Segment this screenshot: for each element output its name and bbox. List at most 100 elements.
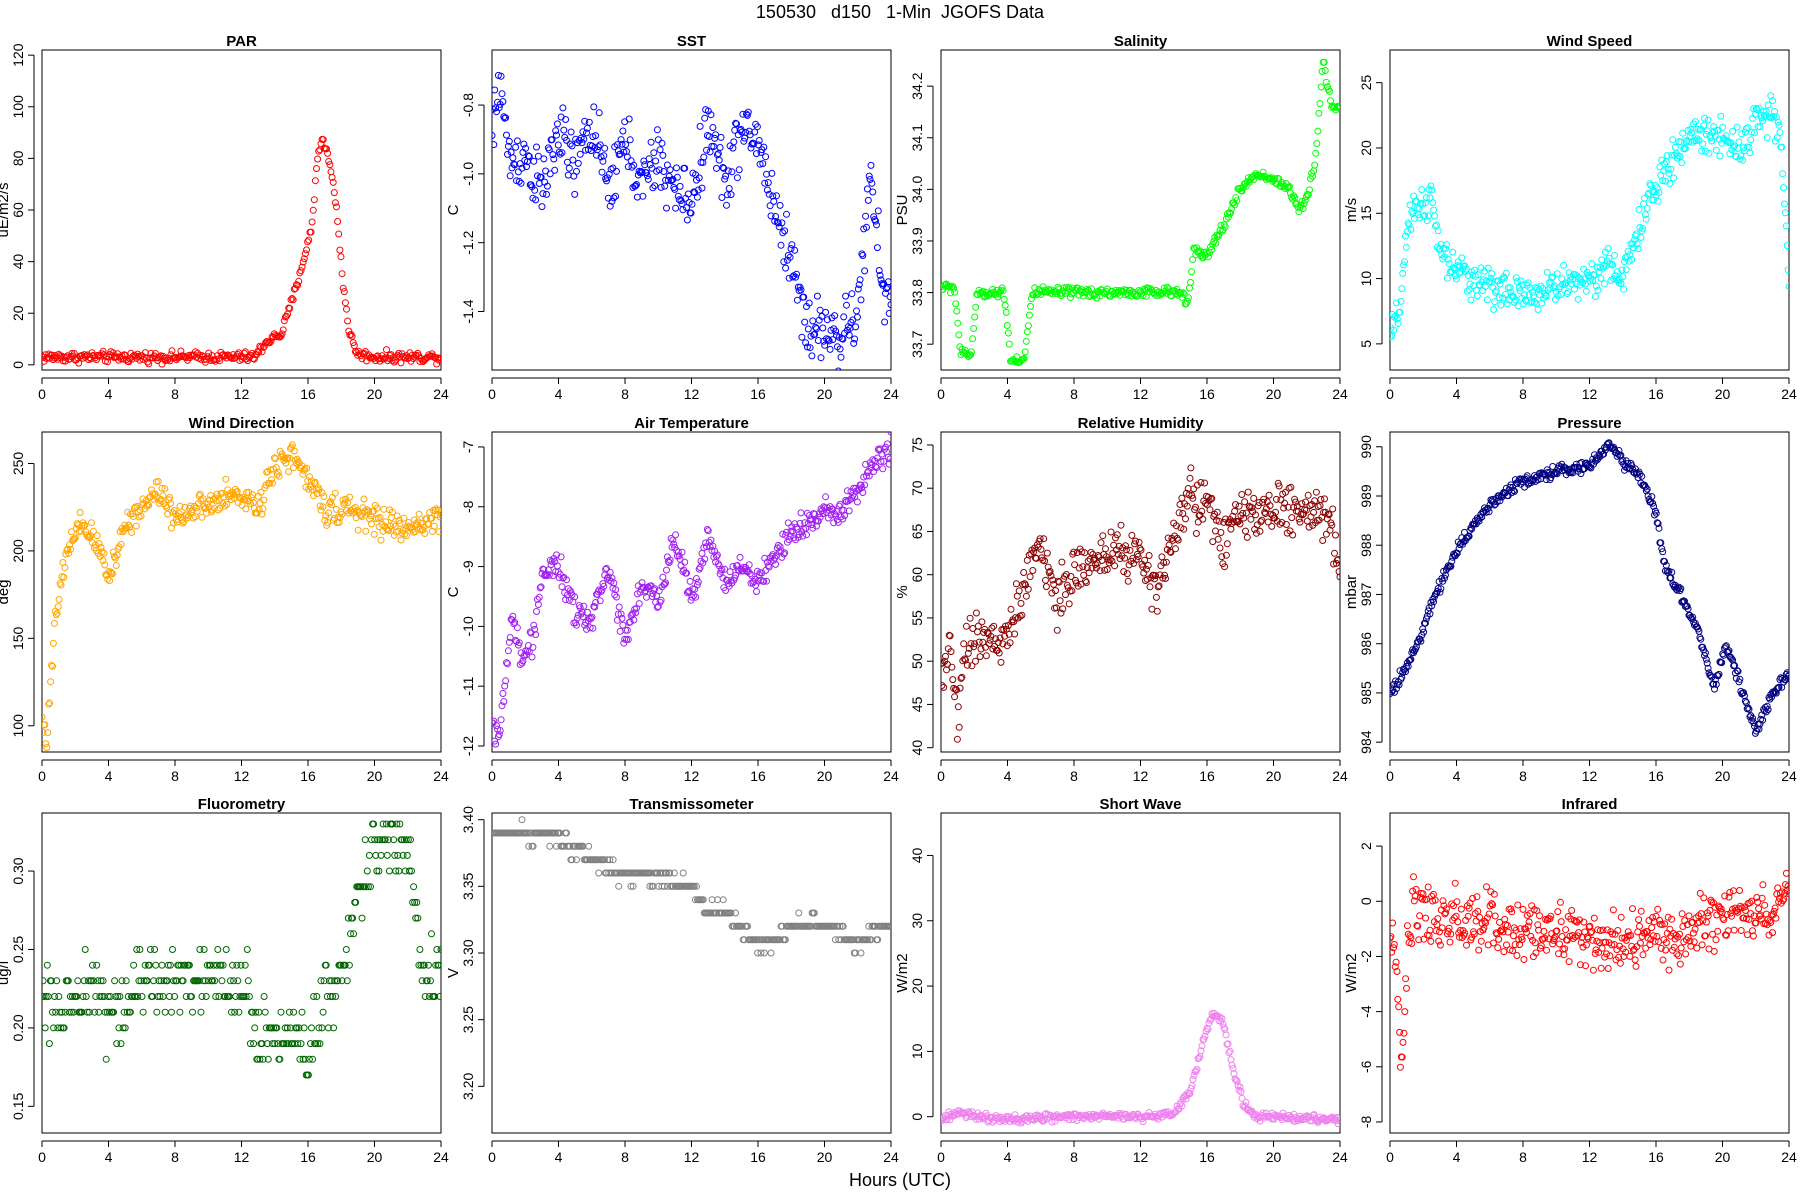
data-point <box>829 505 837 513</box>
data-point <box>1667 165 1675 173</box>
data-point <box>334 977 342 985</box>
data-point <box>1597 274 1605 282</box>
data-point <box>1289 531 1297 539</box>
data-point <box>1107 528 1115 536</box>
data-point <box>690 882 698 890</box>
data-point <box>660 882 668 890</box>
data-point <box>140 977 148 985</box>
data-point <box>672 204 680 212</box>
data-point <box>1310 508 1318 516</box>
data-point <box>296 1055 304 1063</box>
data-point <box>1029 567 1037 574</box>
data-point <box>853 313 861 321</box>
data-point <box>1462 265 1470 273</box>
data-point <box>666 556 674 564</box>
data-point <box>1511 487 1518 495</box>
data-point <box>999 640 1007 648</box>
data-point <box>295 277 303 285</box>
data-point <box>1160 559 1168 567</box>
data-point <box>1449 248 1457 256</box>
data-point <box>389 521 397 528</box>
data-point <box>324 149 332 157</box>
data-point <box>1136 545 1144 552</box>
data-point <box>365 851 373 859</box>
data-point <box>531 186 539 194</box>
data-point <box>731 909 739 917</box>
data-point <box>435 528 441 536</box>
data-point <box>971 313 979 321</box>
data-point <box>1474 271 1482 279</box>
data-point <box>113 1040 121 1048</box>
data-point <box>1227 209 1234 217</box>
data-point <box>885 460 891 468</box>
data-point <box>1222 1031 1230 1039</box>
data-point <box>392 867 400 875</box>
data-point <box>344 317 352 325</box>
data-point <box>1394 995 1402 1003</box>
data-point <box>55 993 63 1000</box>
data-point <box>1134 553 1142 560</box>
data-point <box>1031 284 1039 292</box>
data-point <box>1083 285 1091 293</box>
data-point <box>362 527 370 535</box>
data-point <box>1687 125 1695 133</box>
data-point <box>595 109 603 117</box>
data-point <box>278 330 286 338</box>
data-point <box>433 946 441 953</box>
data-point <box>1070 548 1078 556</box>
data-point <box>961 1109 969 1117</box>
data-point <box>733 120 740 128</box>
data-point <box>596 141 604 149</box>
data-point <box>1222 215 1230 223</box>
data-point <box>773 192 780 200</box>
data-point <box>1005 340 1013 348</box>
data-point <box>161 485 169 493</box>
data-point <box>643 172 651 180</box>
data-point <box>1483 296 1491 304</box>
data-point <box>148 486 155 494</box>
data-point <box>1403 228 1411 236</box>
data-point <box>560 126 568 134</box>
data-point <box>647 138 655 146</box>
data-point <box>1169 536 1177 544</box>
data-point <box>751 128 759 136</box>
data-point <box>349 339 357 347</box>
data-point <box>543 190 550 198</box>
data-point <box>598 586 606 594</box>
data-point <box>90 977 98 985</box>
data-point <box>1218 553 1226 561</box>
data-point <box>250 355 258 363</box>
data-point <box>1329 505 1337 513</box>
data-point <box>204 500 212 508</box>
page-title: 150530 d150 1-Min JGOFS Data <box>755 2 1045 22</box>
y-axis-label: PSU <box>894 195 911 226</box>
data-point <box>753 150 760 158</box>
data-point <box>69 993 76 1000</box>
data-point <box>341 299 349 307</box>
data-point <box>347 331 355 338</box>
data-point <box>1243 533 1251 541</box>
data-point <box>394 851 402 859</box>
y-tick-label: 40 <box>909 847 925 863</box>
data-point <box>1768 693 1776 701</box>
data-point <box>1600 263 1608 270</box>
data-point <box>1658 545 1666 553</box>
panel-title: Infrared <box>1562 796 1618 813</box>
data-point <box>654 136 662 144</box>
data-point <box>738 128 746 136</box>
data-point <box>783 210 790 218</box>
plot-frame <box>940 812 1341 1134</box>
data-point <box>885 309 891 317</box>
data-point <box>831 312 839 320</box>
data-point <box>1186 1090 1194 1097</box>
data-point <box>217 348 225 356</box>
data-point <box>624 636 632 643</box>
data-point <box>1239 509 1247 517</box>
data-point <box>543 570 550 578</box>
data-point <box>221 993 229 1000</box>
data-point <box>1264 518 1272 526</box>
data-point <box>1401 1008 1409 1016</box>
data-point <box>822 493 830 501</box>
data-point <box>311 177 319 185</box>
